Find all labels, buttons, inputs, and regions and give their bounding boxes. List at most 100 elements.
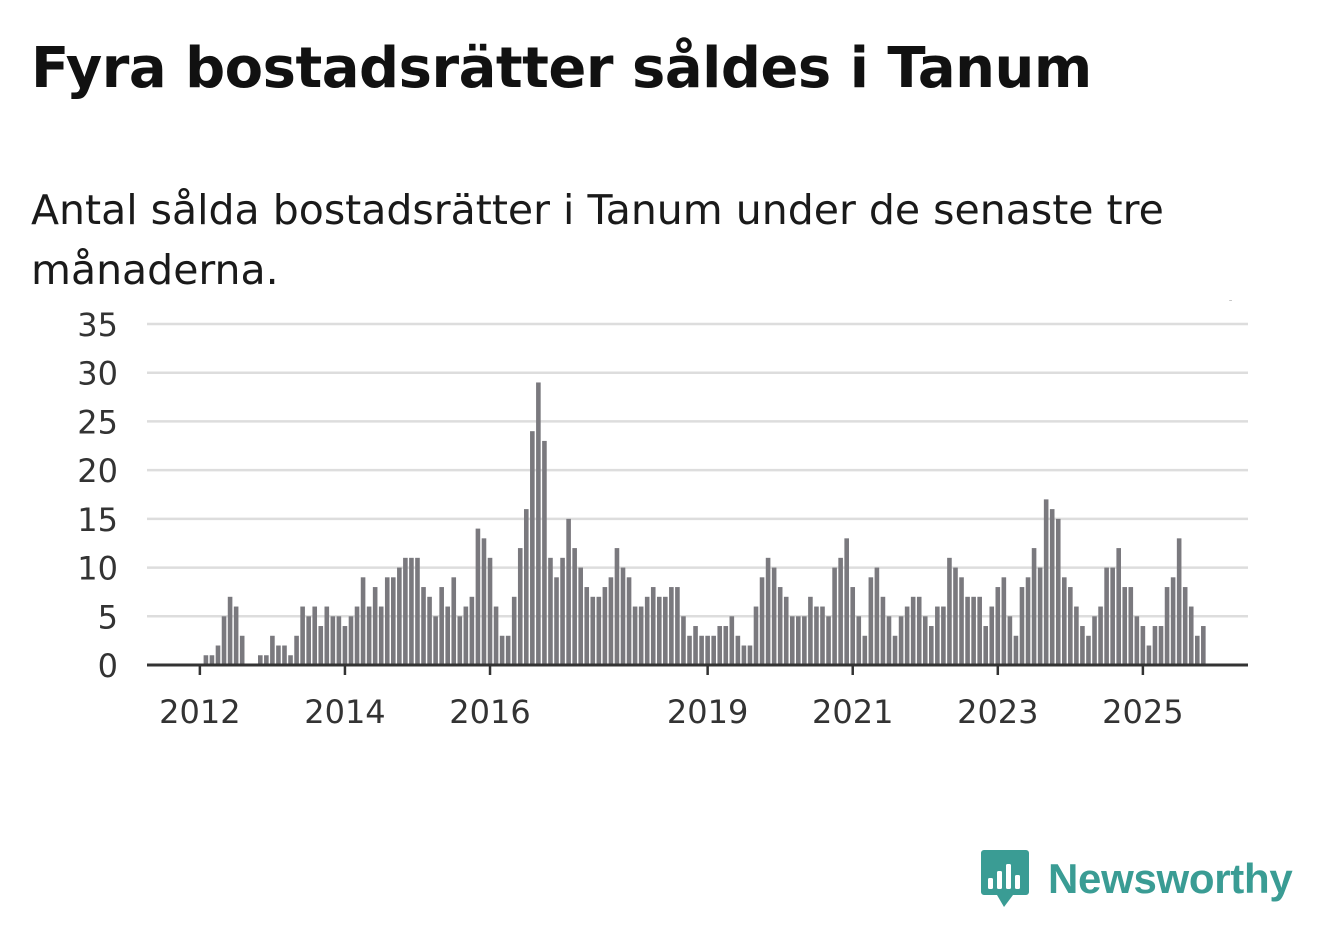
bar: [1031, 548, 1037, 665]
bar: [530, 431, 535, 665]
bar: [306, 616, 311, 665]
bar: [409, 557, 414, 665]
bar: [403, 557, 408, 665]
bar: [862, 635, 868, 665]
bar: [336, 616, 342, 665]
bar: [258, 655, 263, 665]
bar: [765, 557, 771, 665]
bar: [463, 606, 469, 665]
bar: [663, 596, 668, 665]
bar: [1170, 577, 1176, 665]
bar: [469, 596, 475, 665]
bar: [348, 616, 354, 665]
bar: [1098, 606, 1103, 665]
bar: [318, 626, 324, 665]
bar: [632, 606, 638, 665]
bar: [759, 577, 765, 665]
bar: [1025, 577, 1031, 665]
bar: [584, 587, 590, 665]
bar: [427, 596, 432, 665]
bar: [735, 635, 741, 665]
y-tick-label: 0: [98, 647, 118, 685]
bar: [820, 606, 825, 665]
bar: [741, 645, 747, 665]
bar: [638, 606, 644, 665]
bar: [656, 596, 662, 665]
bar: [1182, 587, 1188, 665]
bar: [868, 577, 874, 665]
gridlines: [147, 322, 1248, 618]
bar: [421, 587, 426, 665]
bar: [451, 577, 457, 665]
bar: [1062, 577, 1067, 665]
y-tick-label: 20: [77, 452, 118, 490]
bar: [699, 635, 704, 665]
y-tick-label: 15: [77, 501, 118, 539]
highlight-value-label: 4: [1219, 300, 1237, 307]
bar: [560, 557, 565, 665]
newsworthy-logo-icon: [981, 850, 1029, 907]
bar: [523, 509, 529, 665]
bar: [215, 645, 221, 665]
bar: [953, 567, 958, 665]
bar: [832, 567, 837, 665]
bar: [1188, 606, 1194, 665]
x-tick-label: 2012: [159, 693, 240, 731]
bar: [1158, 626, 1164, 665]
bar: [439, 587, 444, 665]
x-tick-label: 2023: [957, 693, 1038, 731]
bar: [505, 635, 511, 665]
bar: [995, 587, 1001, 665]
y-tick-label: 25: [77, 403, 118, 441]
bar: [1013, 635, 1019, 665]
bar: [1110, 567, 1115, 665]
bar: [886, 616, 892, 665]
bar: [487, 557, 493, 665]
bar: [910, 596, 916, 665]
bar: [391, 577, 396, 665]
bar: [650, 587, 656, 665]
bar: [1116, 548, 1121, 665]
bar: [1068, 587, 1073, 665]
bar: [675, 587, 680, 665]
bar: [415, 557, 420, 665]
bar: [747, 645, 753, 665]
bar: [1146, 645, 1152, 665]
bar: [330, 616, 336, 665]
bar: [687, 635, 692, 665]
bar: [221, 616, 227, 665]
bar: [929, 626, 934, 665]
bar: [475, 528, 481, 665]
bar: [312, 606, 318, 665]
bar: [282, 645, 287, 665]
y-tick-label: 30: [77, 355, 118, 393]
bar: [457, 616, 463, 665]
bar: [324, 606, 330, 665]
bar: [898, 616, 904, 665]
bar: [233, 606, 239, 665]
bar: [517, 548, 523, 665]
y-axis-labels: 0 5 10 15 20 25 30 35: [77, 306, 118, 685]
bar: [499, 635, 505, 665]
bar: [729, 616, 735, 665]
bar: [608, 577, 614, 665]
bar: [445, 606, 450, 665]
y-tick-label: 35: [77, 306, 118, 344]
x-axis-labels: 2012 2014 2016 2019 2021 2023 2025: [159, 665, 1184, 731]
bar: [1086, 635, 1091, 665]
bar: [808, 596, 813, 665]
bar: [693, 626, 698, 665]
bar: [511, 596, 517, 665]
x-tick-label: 2014: [304, 693, 385, 731]
bar: [777, 587, 783, 665]
bar: [935, 606, 940, 665]
bar: [1104, 567, 1109, 665]
x-tick-label: 2021: [812, 693, 893, 731]
bar: [1049, 509, 1055, 665]
bar: [300, 606, 305, 665]
bar: [209, 655, 215, 665]
bar: [493, 606, 499, 665]
bar: [989, 606, 995, 665]
bar: [959, 577, 964, 665]
